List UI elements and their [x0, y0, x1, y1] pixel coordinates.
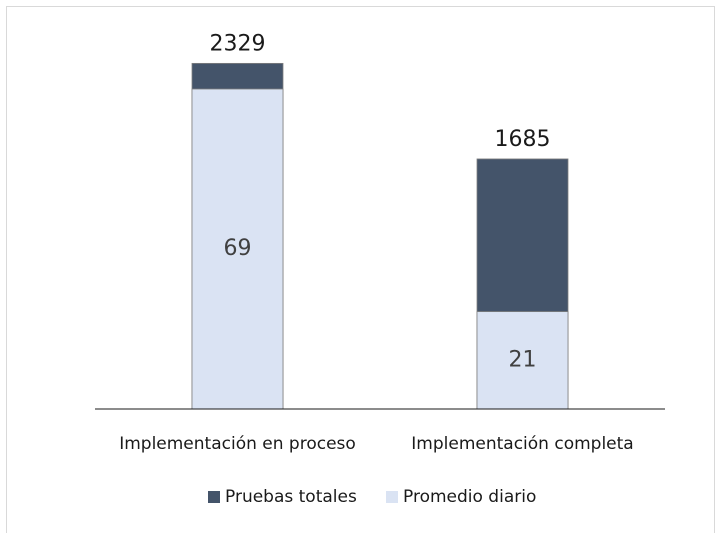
legend-label: Pruebas totales: [225, 487, 357, 507]
x-tick-label: Implementación completa: [411, 434, 633, 454]
legend-label: Promedio diario: [403, 487, 536, 507]
bar: [191, 88, 284, 410]
bar: [476, 311, 569, 410]
legend-swatch: [386, 491, 398, 503]
data-label: 2329: [210, 31, 266, 56]
data-label: 1685: [495, 127, 551, 152]
legend-swatch: [208, 491, 220, 503]
data-label: 69: [224, 236, 252, 261]
data-label: 21: [509, 347, 537, 372]
chart-frame: [6, 6, 715, 533]
x-tick-label: Implementación en proceso: [119, 434, 356, 454]
